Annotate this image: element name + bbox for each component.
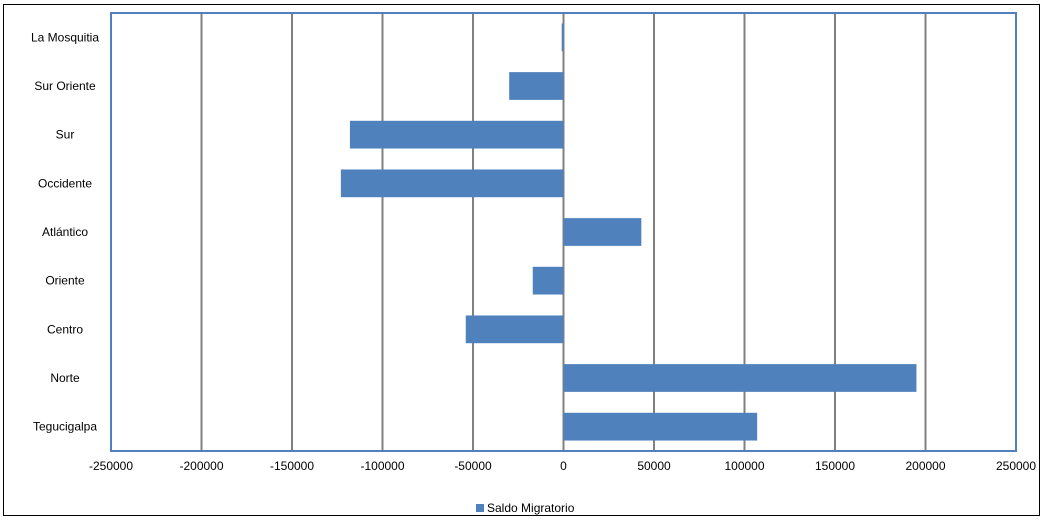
x-tick-label: 200000: [905, 459, 945, 473]
bar: [349, 120, 564, 149]
category-label: Atlántico: [42, 225, 88, 239]
category-label: Oriente: [45, 274, 85, 288]
chart: Tegucigalpa Norte Centro Oriente Atlántico Oc…: [31, 12, 1036, 515]
bars-layer: [340, 23, 917, 441]
category-label: La Mosquitia: [31, 30, 99, 44]
x-tick-label: -200000: [179, 459, 223, 473]
category-labels: Tegucigalpa Norte Centro Oriente Atlántico Oc…: [31, 30, 99, 433]
category-label: Sur Oriente: [34, 79, 96, 93]
x-tick-labels: -250000 -200000 -150000 -100000 -50000 0 50000…: [89, 459, 1036, 473]
chart-frame: Tegucigalpa Norte Centro Oriente Atlántico Oc…: [3, 4, 1040, 516]
x-tick-label: -150000: [270, 459, 314, 473]
category-label: Tegucigalpa: [33, 420, 97, 434]
bar: [340, 169, 564, 198]
x-tick-label: -250000: [89, 459, 133, 473]
bar: [561, 23, 564, 52]
x-tick-label: 150000: [815, 459, 855, 473]
bar: [465, 315, 564, 344]
legend: Saldo Migratorio: [476, 501, 575, 515]
bar: [532, 266, 564, 295]
x-tick-label: 250000: [996, 459, 1036, 473]
legend-label: Saldo Migratorio: [487, 501, 575, 515]
category-label: Occidente: [38, 176, 92, 190]
x-tick-label: 0: [560, 459, 567, 473]
bar: [563, 218, 642, 246]
bar: [509, 72, 564, 100]
category-label: Norte: [50, 371, 80, 385]
legend-swatch: [476, 504, 484, 512]
bar: [563, 412, 758, 441]
plot-area: [110, 12, 1017, 452]
x-tick-label: 100000: [724, 459, 764, 473]
category-label: Centro: [47, 322, 83, 336]
x-tick-label: 50000: [637, 459, 671, 473]
bar: [563, 364, 917, 392]
category-label: Sur: [56, 128, 75, 142]
x-tick-label: -50000: [454, 459, 492, 473]
x-tick-label: -100000: [360, 459, 404, 473]
